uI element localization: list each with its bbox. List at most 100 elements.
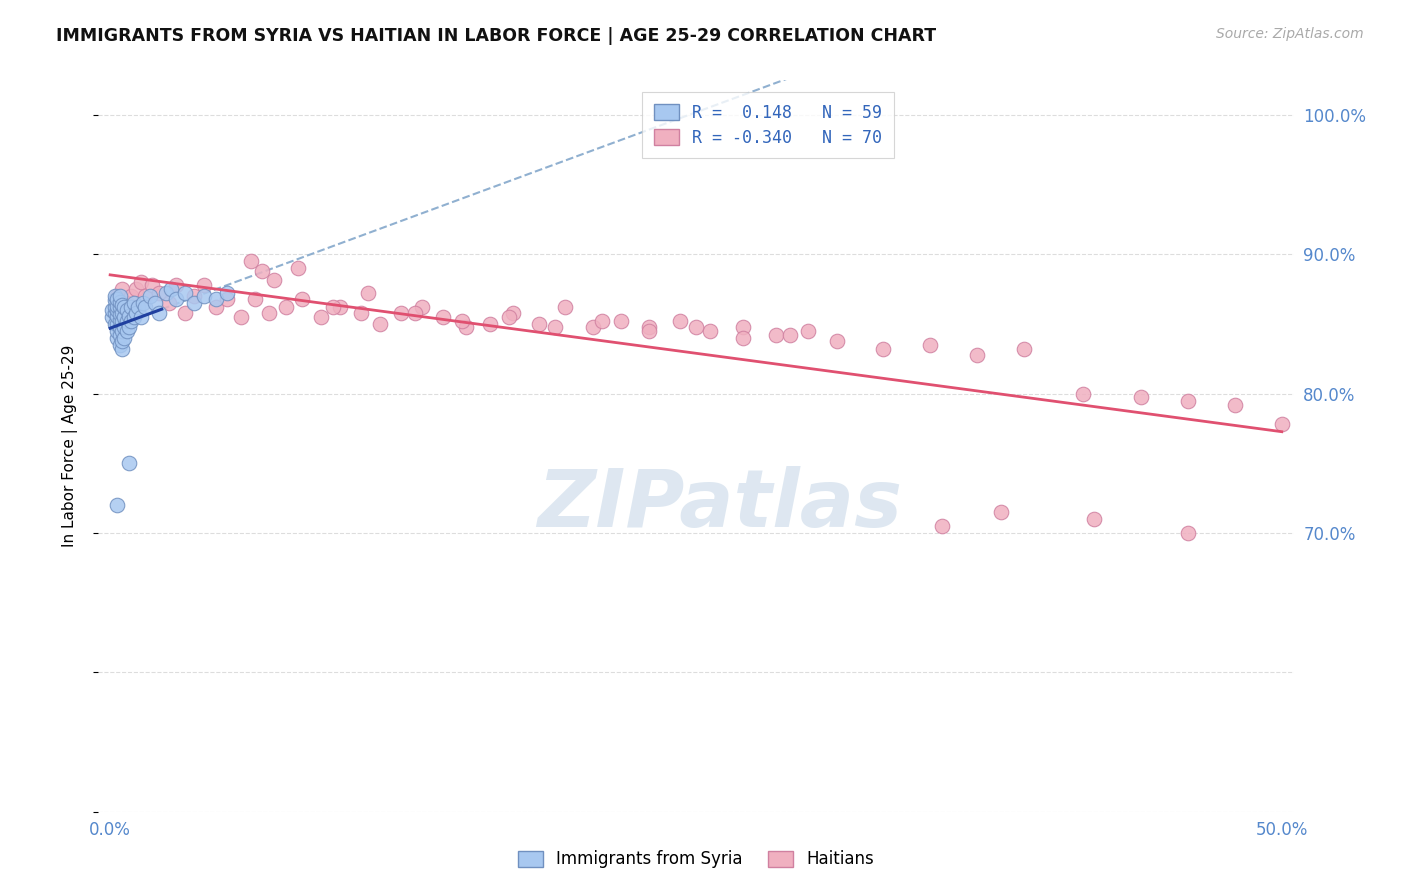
Point — [329, 301, 352, 315]
Point — [118, 457, 141, 471]
Point — [174, 306, 197, 320]
Point — [112, 319, 135, 334]
Point — [259, 306, 281, 320]
Point — [668, 314, 690, 328]
Point — [112, 301, 135, 315]
Point — [155, 286, 177, 301]
Point — [101, 303, 124, 318]
Point — [287, 261, 309, 276]
Point — [134, 289, 156, 303]
Y-axis label: In Labor Force | Age 25-29: In Labor Force | Age 25-29 — [62, 345, 77, 547]
Point — [204, 301, 226, 315]
Point — [148, 306, 170, 320]
Point — [127, 301, 149, 315]
Point — [174, 286, 197, 301]
Point — [731, 331, 754, 345]
Point — [141, 278, 163, 293]
Point — [111, 324, 134, 338]
Point — [231, 310, 253, 325]
Point — [638, 319, 661, 334]
Point — [105, 498, 128, 512]
Point — [105, 292, 128, 306]
Point — [872, 342, 894, 356]
Point — [108, 313, 131, 327]
Point — [825, 334, 848, 348]
Point — [322, 301, 344, 315]
Point — [111, 282, 134, 296]
Point — [160, 282, 183, 296]
Point — [450, 314, 472, 328]
Point — [527, 317, 550, 331]
Point — [115, 296, 138, 310]
Point — [118, 309, 141, 323]
Point — [610, 314, 633, 328]
Point — [111, 297, 134, 311]
Legend: Immigrants from Syria, Haitians: Immigrants from Syria, Haitians — [510, 842, 882, 877]
Point — [1083, 512, 1105, 526]
Point — [350, 306, 373, 320]
Point — [432, 310, 454, 325]
Point — [105, 289, 128, 303]
Point — [105, 324, 128, 338]
Point — [139, 289, 162, 303]
Text: ZIPatlas: ZIPatlas — [537, 466, 903, 543]
Point — [111, 314, 134, 328]
Point — [966, 348, 988, 362]
Point — [105, 331, 128, 345]
Point — [1177, 393, 1199, 408]
Point — [252, 264, 274, 278]
Point — [115, 314, 138, 328]
Point — [129, 275, 152, 289]
Point — [478, 317, 501, 331]
Point — [105, 317, 128, 331]
Point — [120, 314, 142, 328]
Point — [183, 289, 205, 303]
Point — [1071, 386, 1094, 401]
Point — [115, 303, 138, 318]
Point — [111, 334, 134, 348]
Point — [120, 301, 142, 315]
Point — [193, 278, 215, 293]
Point — [368, 317, 391, 331]
Point — [554, 301, 576, 315]
Point — [125, 282, 148, 296]
Point — [104, 306, 127, 320]
Point — [765, 328, 787, 343]
Point — [193, 289, 215, 303]
Point — [112, 331, 135, 345]
Text: IMMIGRANTS FROM SYRIA VS HAITIAN IN LABOR FORCE | AGE 25-29 CORRELATION CHART: IMMIGRANTS FROM SYRIA VS HAITIAN IN LABO… — [56, 27, 936, 45]
Point — [105, 309, 128, 323]
Point — [779, 328, 801, 343]
Point — [111, 342, 134, 356]
Point — [1012, 342, 1035, 356]
Point — [731, 319, 754, 334]
Point — [591, 314, 613, 328]
Point — [204, 292, 226, 306]
Point — [108, 307, 131, 321]
Point — [105, 299, 128, 313]
Point — [108, 301, 131, 315]
Point — [456, 319, 478, 334]
Point — [1177, 526, 1199, 541]
Point — [1223, 398, 1246, 412]
Point — [544, 319, 567, 334]
Point — [638, 324, 661, 338]
Point — [125, 306, 148, 320]
Point — [217, 292, 239, 306]
Point — [183, 296, 205, 310]
Point — [104, 289, 127, 303]
Point — [404, 306, 426, 320]
Point — [157, 296, 180, 310]
Point — [217, 286, 239, 301]
Point — [309, 310, 332, 325]
Point — [165, 292, 187, 306]
Point — [1130, 390, 1153, 404]
Point — [411, 301, 433, 315]
Point — [245, 292, 267, 306]
Point — [108, 328, 131, 343]
Point — [291, 292, 314, 306]
Point — [165, 278, 187, 293]
Point — [108, 294, 131, 309]
Point — [122, 310, 145, 325]
Point — [389, 306, 412, 320]
